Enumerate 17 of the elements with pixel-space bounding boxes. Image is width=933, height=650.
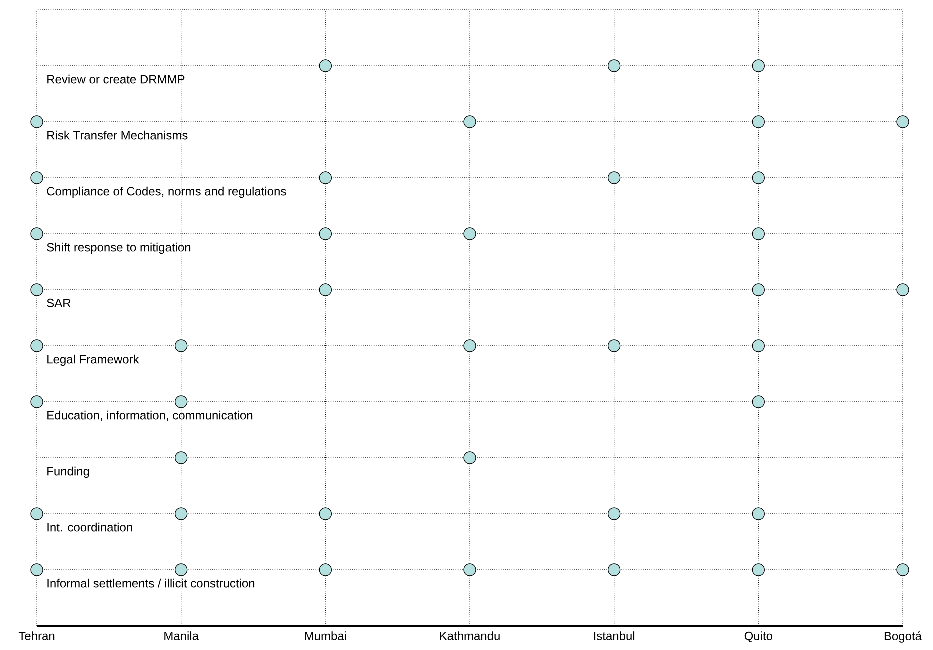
annotation: Informal settlements / illicit construction	[48, 578, 255, 588]
annotation: SAR	[47, 298, 71, 308]
x-tick-label: Mumbai	[305, 632, 346, 640]
annotation: Shift response to mitigation	[47, 242, 191, 254]
annotation: Risk Transfer Mechanisms	[48, 130, 188, 140]
x-tick-label: Tehran	[18, 632, 55, 640]
annotation: Compliance of Codes, norms and regulations	[47, 186, 286, 198]
x-tick-label: Manila	[164, 632, 199, 640]
annotation: Funding	[48, 466, 90, 478]
annotation: Review or create DRMMP	[48, 74, 185, 84]
annotation: Education, information, communication	[48, 410, 253, 422]
x-tick-label: Istanbul	[594, 632, 635, 640]
x-tick-label: Kathmandu	[440, 632, 500, 640]
x-tick-label: Quito	[744, 632, 772, 643]
annotation: Legal Framework	[48, 354, 140, 366]
annotation: Int. coordination	[48, 522, 132, 532]
x-tick-label: Bogotá	[884, 632, 922, 643]
